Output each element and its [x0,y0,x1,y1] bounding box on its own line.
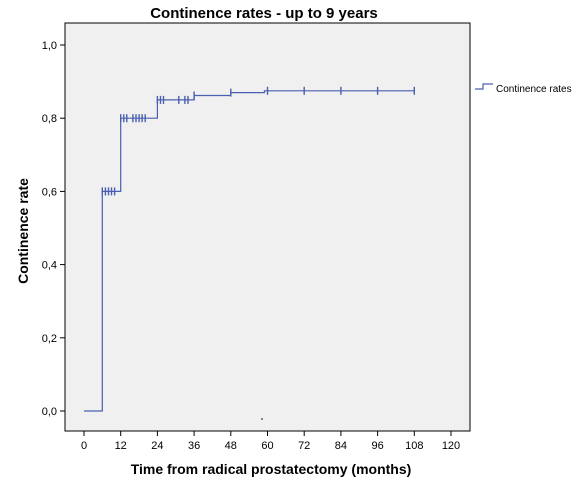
x-tick-label: 120 [442,440,460,452]
y-axis-title: Continence rate [15,178,31,284]
plot-area [64,22,471,432]
legend-label: Continence rates [496,84,572,95]
y-tick-label: 0,8 [42,113,57,125]
x-tick-label: 72 [298,440,310,452]
x-tick-label: 24 [151,440,163,452]
censor-marks [101,86,415,196]
x-tick-label: 36 [188,440,200,452]
chart-title: Continence rates - up to 9 years [150,5,378,22]
x-axis: 0 12 24 36 48 60 72 84 96 108 120 [81,431,460,452]
x-axis-title: Time from radical prostatectomy (months) [131,461,412,477]
x-tick-label: 12 [115,440,127,452]
y-tick-label: 0,2 [42,333,57,345]
y-tick-label: 0,0 [42,406,57,418]
y-axis: 0,0 0,2 0,4 0,6 0,8 1,0 [42,40,65,418]
x-tick-label: 60 [261,440,273,452]
stray-dot [261,418,263,420]
y-tick-label: 0,6 [42,186,57,198]
legend: Continence rates [475,83,572,95]
x-tick-label: 84 [335,440,347,452]
x-tick-label: 48 [225,440,237,452]
x-tick-label: 108 [405,440,423,452]
y-tick-label: 0,4 [42,260,57,272]
y-tick-label: 1,0 [42,40,57,52]
legend-swatch [475,83,493,90]
x-tick-label: 96 [371,440,383,452]
x-tick-label: 0 [81,440,87,452]
